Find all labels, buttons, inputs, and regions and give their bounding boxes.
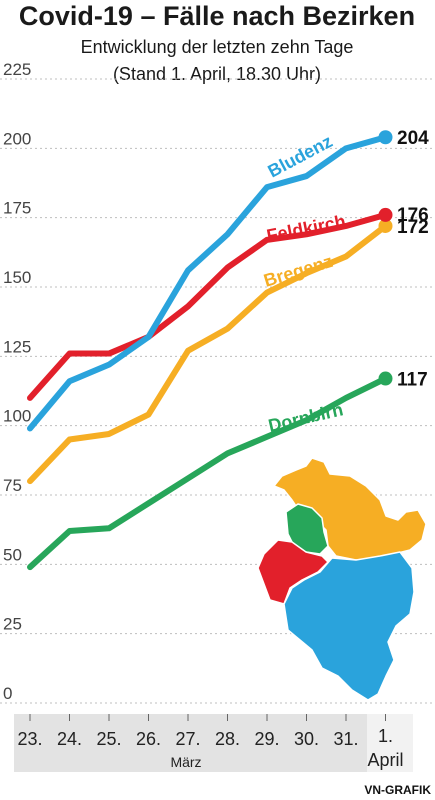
end-value-label-bludenz: 204: [397, 128, 429, 149]
series-name-label-bregenz: Bregenz: [261, 251, 335, 291]
credit: VN-GRAFIK: [364, 783, 431, 797]
end-value-label-bregenz: 172: [397, 217, 429, 238]
series-line-feldkirch: [27, 211, 389, 401]
series-line-bludenz: [27, 134, 389, 432]
series-line-dornbirn: [27, 375, 389, 571]
x-axis: 23. 24. 25. 26. 27. 28. 29. 30. 31. 1. April: [17, 714, 404, 770]
series-end-point-feldkirch: [378, 207, 393, 222]
series-end-point-dornbirn: [378, 371, 393, 386]
end-value-label-feldkirch: 176: [397, 205, 429, 226]
x-tick-label: 31.: [333, 729, 358, 749]
y-tick-label: 150: [3, 268, 31, 287]
y-tick-label: 125: [3, 337, 31, 356]
chart-subtitle-line2: (Stand 1. April, 18.30 Uhr): [113, 64, 321, 84]
series-end-point-bludenz: [378, 130, 393, 145]
y-axis: 0 25 50 75 100 125 150 175 200 225: [3, 60, 31, 703]
y-tick-label: 200: [3, 129, 31, 148]
series-line-bregenz: [27, 222, 389, 485]
axis-band-main: [14, 714, 367, 772]
x-tick-label: 24.: [57, 729, 82, 749]
series-lines: [27, 130, 393, 571]
chart-title: Covid-19 – Fälle nach Bezirken: [19, 1, 415, 31]
x-tick-label: 25.: [96, 729, 121, 749]
map-region-bludenz: [283, 551, 415, 701]
map-region-feldkirch: [257, 539, 329, 605]
y-tick-label: 25: [3, 615, 22, 634]
y-tick-label: 50: [3, 545, 22, 564]
series-name-label-dornbirn: Dornbirn: [266, 399, 345, 436]
y-tick-label: 175: [3, 199, 31, 218]
chart-subtitle-line1: Entwicklung der letzten zehn Tage: [81, 37, 354, 57]
series-name-label-feldkirch: Feldkirch: [265, 211, 347, 246]
y-tick-label: 75: [3, 476, 22, 495]
y-tick-label: 0: [3, 684, 12, 703]
month-label: März: [170, 754, 201, 770]
x-axis-band: [14, 714, 413, 772]
x-tick-label: 26.: [136, 729, 161, 749]
x-tick-label: April: [367, 750, 403, 770]
y-tick-label: 100: [3, 407, 31, 426]
x-tick-label: 28.: [215, 729, 240, 749]
y-tick-label: 225: [3, 60, 31, 79]
x-tick-label: 1.: [378, 726, 393, 746]
district-map: [257, 457, 427, 701]
series-name-label-bludenz: Bludenz: [264, 131, 335, 182]
x-tick-label: 30.: [294, 729, 319, 749]
series-end-point-bregenz: [378, 218, 393, 233]
end-value-label-dornbirn: 117: [397, 370, 428, 391]
x-tick-label: 27.: [175, 729, 200, 749]
axis-band-last: [367, 714, 413, 772]
x-tick-label: 29.: [254, 729, 279, 749]
x-tick-label: 23.: [17, 729, 42, 749]
